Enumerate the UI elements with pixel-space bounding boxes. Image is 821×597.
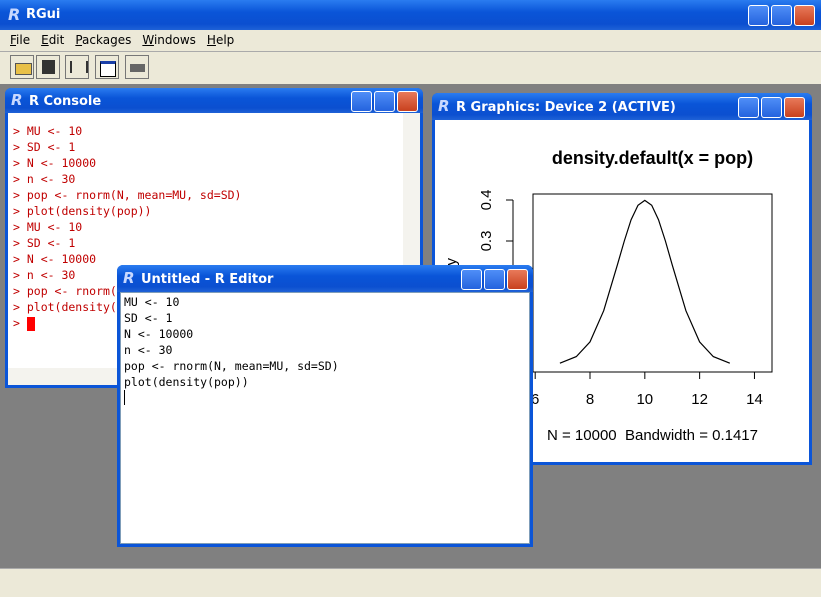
print-button[interactable] — [125, 55, 149, 79]
editor-line: plot(density(pop)) — [124, 375, 249, 389]
save-button[interactable] — [36, 55, 60, 79]
console-cursor — [26, 316, 35, 331]
editor-window: R Untitled - R Editor MU <- 10 SD <- 1 N <… — [117, 265, 533, 547]
paste-button[interactable] — [65, 55, 89, 79]
plot-title: density.default(x = pop) — [552, 148, 753, 168]
x-tick-label: 12 — [691, 391, 708, 408]
console-line: > N <- 10000 — [13, 156, 97, 170]
plot-box — [532, 193, 773, 373]
menu-item[interactable]: Edit — [41, 33, 65, 47]
x-tick-label: 10 — [636, 391, 653, 408]
toolbar — [0, 51, 821, 84]
maximize-button[interactable] — [374, 91, 395, 112]
app-title: RGui — [26, 7, 61, 22]
minimize-button[interactable] — [351, 91, 372, 112]
maximize-button[interactable] — [761, 97, 782, 118]
close-button[interactable] — [397, 91, 418, 112]
x-tick-label: 14 — [746, 391, 763, 408]
console-line: > n <- 30 — [13, 172, 76, 186]
density-curve — [559, 199, 731, 364]
menu-item[interactable]: Help — [206, 33, 235, 47]
menu-item[interactable]: File — [10, 33, 31, 47]
maximize-button[interactable] — [771, 5, 792, 26]
console-button[interactable] — [95, 55, 119, 79]
r-icon: R — [8, 5, 21, 24]
console-line: > N <- 10000 — [13, 252, 97, 266]
console-line: > — [13, 315, 241, 331]
console-line: > SD <- 1 — [13, 236, 76, 250]
close-button[interactable] — [507, 269, 528, 290]
graphics-title-bar: R R Graphics: Device 2 (ACTIVE) — [432, 93, 812, 120]
editor-line: N <- 10000 — [124, 327, 194, 341]
editor-body[interactable]: MU <- 10 SD <- 1 N <- 10000 n <- 30 pop <- r… — [120, 292, 530, 544]
x-tick-label: 6 — [531, 391, 539, 408]
console-line: > SD <- 1 — [13, 140, 76, 154]
console-line: > MU <- 10 — [13, 220, 83, 234]
maximize-button[interactable] — [484, 269, 505, 290]
console-line: > pop <- rnorm(N, mean=MU, sd=SD) — [13, 188, 242, 202]
minimize-button[interactable] — [748, 5, 769, 26]
editor-title-bar: R Untitled - R Editor — [117, 265, 533, 292]
editor-title: Untitled - R Editor — [141, 272, 274, 287]
menu-item[interactable]: Packages — [75, 33, 132, 47]
status-bar — [0, 568, 821, 597]
graphics-title: R Graphics: Device 2 (ACTIVE) — [456, 100, 676, 115]
app-title-bar: R RGui — [0, 0, 821, 30]
x-axis-label: N = 10000 Bandwidth = 0.1417 — [547, 427, 758, 444]
editor-line: n <- 30 — [124, 343, 173, 357]
x-tick-label: 8 — [586, 391, 594, 408]
menu-item[interactable]: Windows — [142, 33, 196, 47]
console-title: R Console — [29, 94, 102, 109]
editor-line: SD <- 1 — [124, 311, 173, 325]
close-button[interactable] — [794, 5, 815, 26]
y-tick-label: 0.3 — [478, 231, 495, 252]
y-tick-label: 0.4 — [478, 190, 495, 211]
close-button[interactable] — [784, 97, 805, 118]
minimize-button[interactable] — [461, 269, 482, 290]
text-caret — [124, 390, 125, 405]
console-title-bar: R R Console — [5, 88, 423, 113]
console-line: > plot(density(pop)) — [13, 204, 152, 218]
console-line: > n <- 30 — [13, 268, 76, 282]
menu-bar: File Edit Packages Windows Help — [0, 30, 821, 51]
editor-line: MU <- 10 — [124, 295, 180, 309]
editor-line: pop <- rnorm(N, mean=MU, sd=SD) — [124, 359, 339, 373]
editor-text[interactable]: MU <- 10 SD <- 1 N <- 10000 n <- 30 pop <- r… — [124, 294, 339, 405]
console-line: > MU <- 10 — [13, 124, 83, 138]
open-button[interactable] — [10, 55, 34, 79]
minimize-button[interactable] — [738, 97, 759, 118]
